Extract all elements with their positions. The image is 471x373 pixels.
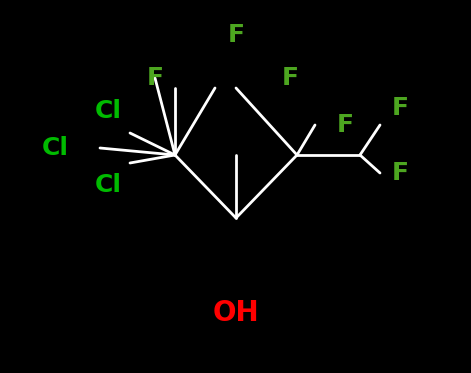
- Text: F: F: [227, 23, 244, 47]
- Text: OH: OH: [213, 299, 260, 327]
- Text: F: F: [391, 96, 408, 120]
- Text: F: F: [146, 66, 163, 90]
- Text: F: F: [282, 66, 299, 90]
- Text: Cl: Cl: [41, 136, 68, 160]
- Text: Cl: Cl: [95, 99, 122, 123]
- Text: Cl: Cl: [95, 173, 122, 197]
- Text: F: F: [391, 161, 408, 185]
- Text: F: F: [336, 113, 354, 137]
